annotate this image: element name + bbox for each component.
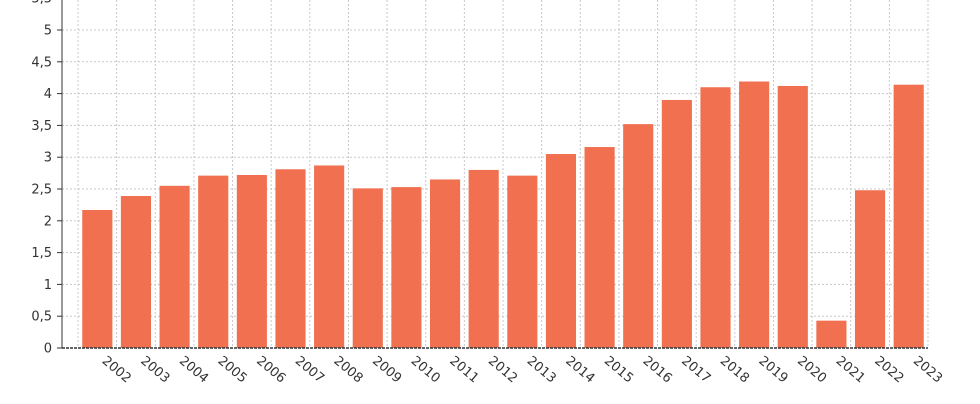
x-tick-label: 2020 [794, 354, 829, 387]
bar-2005 [198, 175, 229, 348]
bar-2003 [120, 195, 152, 348]
x-tick-label: 2010 [408, 354, 443, 387]
y-tick-label: 4 [44, 87, 52, 102]
bar-2011 [429, 179, 461, 348]
x-tick-label: 2016 [640, 354, 675, 387]
bar-2023 [893, 84, 924, 349]
x-tick-label: 2023 [910, 354, 945, 387]
y-tick-label: 1 [44, 278, 52, 293]
x-tick-label: 2015 [601, 354, 636, 387]
y-tick-label: 5 [44, 24, 52, 39]
bar-2006 [236, 175, 267, 348]
bar-2020 [777, 85, 808, 348]
y-tick-label: 2 [44, 214, 52, 229]
bar-2013 [507, 175, 538, 348]
y-tick-labels: 0 0,5 1 1,5 2 2,5 3 3,5 4 4,5 5 5,5 [31, 0, 52, 357]
bar-2008 [314, 165, 345, 348]
x-tick-label: 2009 [369, 354, 404, 387]
bar-2002 [82, 209, 113, 348]
y-tick-label: 3 [44, 151, 52, 166]
x-tick-label: 2004 [176, 354, 211, 387]
bar-2004 [159, 185, 190, 348]
x-tick-label: 2013 [524, 354, 559, 387]
bar-2016 [623, 124, 654, 349]
bars [82, 81, 924, 349]
x-tick-label: 2006 [253, 354, 288, 387]
x-tick-label: 2011 [446, 354, 481, 387]
x-tick-label: 2021 [833, 354, 868, 387]
y-tick-label: 4,5 [31, 55, 52, 70]
y-tick-label: 1,5 [31, 246, 52, 261]
x-tick-label: 2014 [562, 354, 597, 387]
x-tick-label: 2019 [756, 354, 791, 387]
x-tick-label: 2022 [871, 354, 906, 387]
x-tick-label: 2012 [485, 354, 520, 387]
axes [61, 0, 928, 349]
x-tick-label: 2002 [99, 354, 134, 387]
bar-2010 [391, 187, 422, 348]
x-tick-label: 2003 [137, 354, 172, 387]
bar-2019 [739, 81, 770, 349]
x-tick-label: 2007 [292, 354, 327, 387]
bar-2014 [545, 154, 577, 348]
bar-2018 [700, 87, 731, 349]
bar-2012 [468, 169, 499, 348]
bar-2009 [352, 188, 383, 348]
y-tick-label: 0,5 [31, 310, 52, 325]
y-tick-label: 5,5 [31, 0, 52, 7]
bar-2015 [584, 147, 615, 348]
x-tick-label: 2005 [215, 354, 250, 387]
bar-2022 [854, 190, 886, 348]
y-tick-label: 3,5 [31, 119, 52, 134]
x-tick-label: 2008 [331, 354, 366, 387]
x-tick-label: 2017 [678, 354, 713, 387]
bar-2021 [816, 320, 847, 348]
x-tick-label: 2018 [717, 354, 752, 387]
bar-2007 [275, 169, 306, 348]
bar-2017 [661, 99, 692, 349]
y-tick-label: 0 [44, 342, 52, 357]
x-tick-labels: 2002 2003 2004 2005 2006 2007 2008 2009 2010 2011… [99, 354, 945, 387]
y-tick-label: 2,5 [31, 183, 52, 198]
